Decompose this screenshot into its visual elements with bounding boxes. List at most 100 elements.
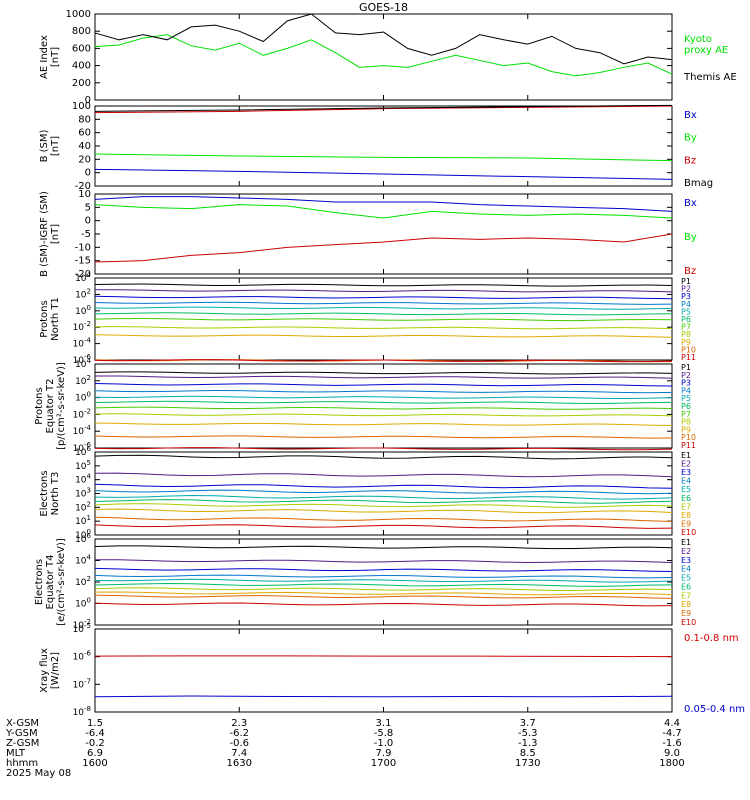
x-row-label: X-GSM: [6, 718, 39, 729]
x-row-value: -6.4: [85, 728, 105, 739]
series-line-e5: [94, 578, 673, 583]
legend-p6: P6: [681, 402, 691, 411]
series-line-e9: [94, 516, 673, 522]
series-line-p6: [94, 400, 673, 404]
x-row-value: 1800: [659, 758, 684, 769]
series-line-e1: [94, 454, 673, 460]
legend-e3: E3: [681, 468, 691, 477]
x-row-value: 1.5: [87, 718, 103, 729]
series-line-bz: [94, 105, 673, 114]
x-row-value: 1630: [227, 758, 252, 769]
series-line-0.1-0.8-nm: [94, 655, 673, 658]
legend-bmag: Bmag: [684, 178, 713, 189]
legend-e7: E7: [681, 591, 691, 600]
legend-p6: P6: [681, 315, 691, 324]
y-axis-label: Equator T2: [45, 379, 56, 434]
legend-p7: P7: [681, 323, 691, 332]
x-row-value: 6.9: [87, 748, 103, 759]
legend-p1: P1: [681, 363, 691, 372]
y-tick-label: 600: [72, 43, 91, 54]
series-line-p2: [94, 289, 673, 293]
series-line-p10: [94, 435, 673, 439]
y-tick-label: 102: [75, 287, 91, 300]
series-line-e1: [94, 545, 673, 550]
panel-frame: [94, 363, 673, 449]
y-axis-label: North T3: [50, 472, 61, 516]
series-line-e8: [94, 508, 673, 514]
y-tick-label: 10-4: [73, 337, 92, 350]
y-tick-label: 104: [75, 554, 91, 567]
series-line-p1: [94, 283, 673, 287]
y-tick-label: 20: [78, 154, 91, 165]
series-line-p1: [94, 371, 673, 375]
y-axis-label: Electrons: [34, 559, 45, 605]
series-line-e7: [94, 587, 673, 592]
legend-e6: E6: [681, 582, 691, 591]
y-tick-label: -5: [81, 229, 91, 240]
legend-bx: Bx: [684, 110, 697, 121]
y-tick-label: 100: [75, 304, 91, 317]
legend-p8: P8: [681, 330, 691, 339]
y-axis-label: Electrons: [39, 470, 50, 516]
y-tick-label: -20: [75, 181, 91, 192]
x-row-value: -1.3: [518, 738, 538, 749]
legend-p7: P7: [681, 410, 691, 419]
y-tick-label: 10: [78, 189, 91, 200]
legend-e10: E10: [681, 528, 696, 537]
y-tick-label: 100: [75, 597, 91, 610]
series-line-e6: [94, 499, 673, 504]
series-line-by: [94, 204, 673, 219]
series-line-e10: [94, 524, 673, 529]
y-axis-label: Equator T4: [45, 555, 56, 610]
legend-p5: P5: [681, 307, 691, 316]
x-row-value: 3.7: [520, 718, 536, 729]
series-line-e5: [94, 495, 673, 500]
y-tick-label: 0: [85, 216, 91, 227]
y-tick-label: 105: [75, 459, 91, 472]
y-tick-label: 0: [85, 168, 91, 179]
x-row-value: -0.6: [229, 738, 249, 749]
y-tick-label: -15: [75, 256, 91, 267]
x-row-value: -1.6: [662, 738, 682, 749]
series-line-bx: [94, 196, 673, 212]
x-row-value: 3.1: [376, 718, 392, 729]
series-line-p5: [94, 306, 673, 310]
y-tick-label: 103: [75, 487, 91, 500]
series-line-p11: [94, 447, 673, 451]
series-line-themis-ae: [94, 13, 673, 65]
y-axis-label: [nT]: [50, 224, 61, 244]
series-line-p3: [94, 383, 673, 387]
y-tick-label: 100: [72, 101, 91, 112]
series-line-p8: [94, 326, 673, 330]
y-tick-label: 1000: [66, 9, 91, 20]
y-tick-label: 40: [78, 141, 91, 152]
legend-p8: P8: [681, 418, 691, 427]
legend-e5: E5: [681, 485, 691, 494]
series-line-p5: [94, 395, 673, 400]
y-tick-label: 102: [75, 374, 91, 387]
series-line-p6: [94, 312, 673, 316]
legend-bx: Bx: [684, 198, 697, 209]
x-axis-info: X-GSM 1.5 2.3 3.1 3.7 4.4 Y-GSM -6.4 -6.2 -5.8 -5.…: [5, 718, 685, 779]
legend-p4: P4: [681, 386, 691, 395]
y-tick-label: 10-4: [73, 424, 92, 437]
y-axis-label: North T1: [50, 297, 61, 341]
legend-p4: P4: [681, 300, 691, 309]
x-row-value: -5.3: [518, 728, 538, 739]
legend-e8: E8: [681, 511, 691, 520]
y-tick-label: 400: [72, 61, 91, 72]
panel-frame: [94, 13, 673, 101]
y-tick-label: 10-7: [73, 677, 91, 690]
x-row-label: MLT: [6, 748, 26, 759]
legend-p10: P10: [681, 345, 696, 354]
series-line-e6: [94, 582, 673, 587]
x-row-value: 1700: [371, 758, 396, 769]
y-axis-label: [nT]: [50, 136, 61, 156]
series-line-p7: [94, 406, 673, 410]
x-row-value: 7.9: [376, 748, 392, 759]
date-label: 2025 May 08: [6, 768, 71, 779]
series-line-p9: [94, 422, 673, 427]
series-line-bmag: [94, 104, 673, 112]
legend-p5: P5: [681, 394, 691, 403]
